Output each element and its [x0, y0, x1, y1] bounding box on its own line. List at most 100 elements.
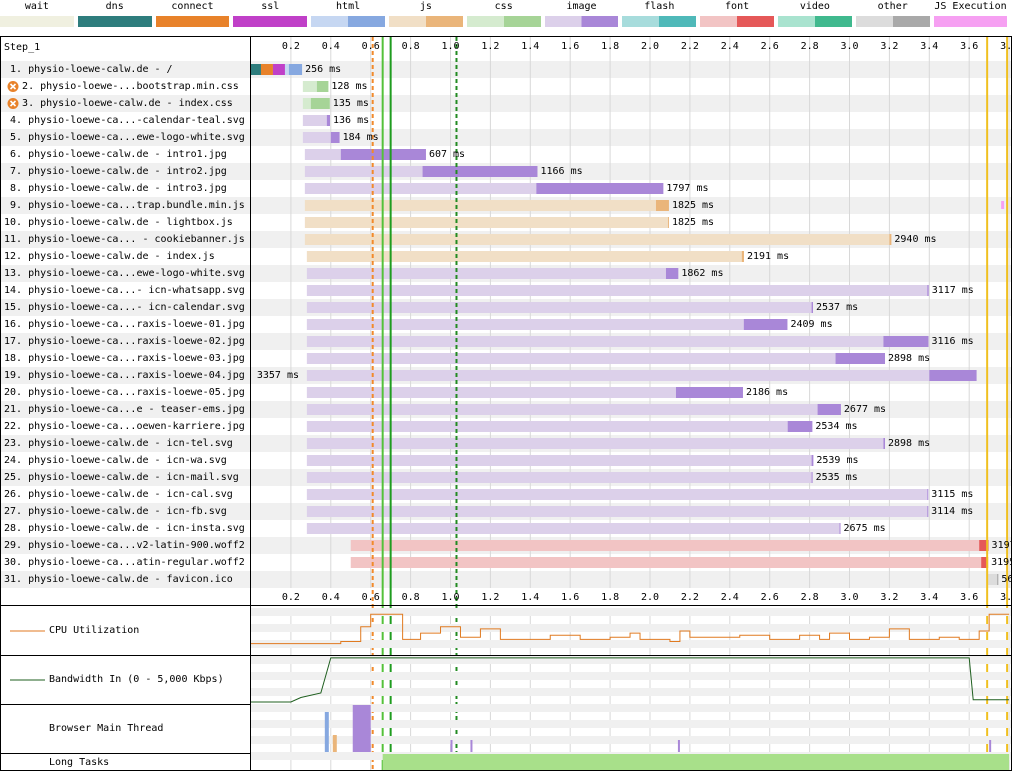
warning-icon-cross: [9, 83, 17, 90]
panel-stripe: [251, 608, 1011, 616]
request-bar-download: [665, 268, 679, 279]
request-label: 10. physio-loewe-calw.de - lightbox.js: [4, 217, 233, 228]
request-bar-download: [839, 523, 841, 534]
main-thread-activity: [450, 740, 453, 752]
x-tick-label-bottom: 1.6: [561, 592, 580, 603]
panel-stripe: [251, 688, 1011, 696]
request-duration: 3115 ms: [931, 489, 974, 500]
request-label: 23. physio-loewe-calw.de - icn-tel.svg: [4, 438, 233, 449]
x-tick-label-bottom: 0.8: [401, 592, 420, 603]
legend-label: video: [799, 1, 830, 12]
long-tasks-label: Long Tasks: [49, 757, 110, 768]
main-thread-activity: [332, 735, 337, 752]
request-bar-download: [811, 472, 813, 483]
request-bar-waiting: [306, 319, 744, 330]
legend-swatch: [933, 16, 1008, 27]
panel-stripe: [251, 704, 1011, 712]
request-bar-download: [422, 166, 538, 177]
request-bar-waiting: [306, 387, 676, 398]
x-tick-label-bottom: 0.6: [361, 592, 380, 603]
x-tick-label-bottom: 3.2: [880, 592, 899, 603]
request-bar-download: [883, 438, 886, 449]
legend-swatch: [389, 16, 463, 27]
x-tick-label-top: 3.4: [920, 41, 939, 52]
legend-item: font: [700, 0, 774, 32]
legend-label: image: [566, 1, 597, 12]
main-thread-activity: [470, 740, 473, 752]
request-duration: 256 ms: [305, 64, 342, 75]
request-bar-waiting: [302, 115, 327, 126]
legend-label: dns: [105, 1, 124, 12]
request-bar-waiting: [306, 523, 840, 534]
request-bar-dns: [251, 64, 261, 75]
x-tick-label-top: 3.0: [840, 41, 859, 52]
x-tick-label-bottom: 1.4: [521, 592, 540, 603]
legend-label: ssl: [261, 1, 280, 12]
legend-swatch: [311, 16, 385, 27]
request-bar-waiting: [302, 132, 331, 143]
request-bar-download: [927, 285, 929, 296]
legend-swatch: [544, 16, 619, 27]
request-bar-waiting: [304, 166, 423, 177]
request-duration: 2534 ms: [815, 421, 858, 432]
panel-stripe: [251, 736, 1011, 744]
request-label: 8. physio-loewe-calw.de - intro3.jpg: [4, 183, 227, 194]
request-bar-waiting: [350, 557, 982, 568]
request-label: 26. physio-loewe-calw.de - icn-cal.svg: [4, 489, 233, 500]
legend-item: video: [778, 0, 852, 32]
request-duration: 136 ms: [333, 115, 370, 126]
request-label: 31. physio-loewe-calw.de - favicon.ico: [4, 574, 233, 585]
legend-label: html: [336, 1, 361, 12]
request-duration: 3195 ms: [991, 557, 1012, 568]
legend-label: flash: [644, 1, 675, 12]
request-bar-download: [667, 217, 669, 228]
request-label: 13. physio-loewe-ca...ewe-logo-white.svg: [4, 268, 245, 279]
request-bar-download: [787, 421, 813, 432]
request-bar-download: [316, 81, 329, 92]
cpu-label: CPU Utilization: [49, 625, 140, 636]
request-label: 3. physio-loewe-calw.de - index.css: [4, 98, 233, 109]
request-bar-download: [536, 183, 664, 194]
request-bar-download: [889, 234, 892, 245]
request-bar-download: [811, 455, 814, 466]
request-label: 6. physio-loewe-calw.de - intro1.jpg: [4, 149, 227, 160]
main-thread-activity: [989, 740, 992, 752]
request-bar-download: [330, 132, 340, 143]
main-thread-activity: [352, 705, 371, 752]
request-duration: 3357 ms: [256, 370, 300, 381]
legend-item: html: [311, 0, 385, 32]
request-bar-waiting: [306, 302, 812, 313]
x-tick-label-bottom: 2.2: [680, 592, 699, 603]
legend-item: ssl: [233, 0, 308, 32]
panel-stripe: [251, 672, 1011, 680]
legend-label: other: [877, 1, 908, 12]
legend-item: image: [544, 0, 619, 32]
request-bar-download: [326, 115, 331, 126]
request-bar-download: [288, 64, 303, 75]
request-label: 4. physio-loewe-ca...-calendar-teal.svg: [4, 115, 245, 126]
request-label: 21. physio-loewe-ca...e - teaser-ems.jpg: [4, 404, 245, 415]
x-tick-label-top: 2.0: [640, 41, 660, 52]
request-bar-waiting: [306, 438, 884, 449]
request-bar-waiting: [304, 200, 656, 211]
request-bar-waiting: [987, 574, 998, 585]
row-stripe: [1, 571, 1011, 588]
legend-label: JS Execution: [934, 1, 1007, 12]
legend-item: css: [466, 0, 541, 32]
request-bar-waiting: [304, 183, 537, 194]
warning-icon-cross: [9, 100, 17, 107]
legend-swatch: [622, 16, 697, 27]
request-bar-download: [741, 251, 744, 262]
row-stripe: [1, 129, 1011, 146]
request-duration: 2537 ms: [815, 302, 859, 313]
request-duration: 184 ms: [342, 132, 379, 143]
x-tick-label-top: 3.8: [1000, 41, 1012, 52]
legend-item: flash: [622, 0, 697, 32]
request-duration: 2535 ms: [815, 472, 858, 483]
request-bar-waiting: [304, 234, 890, 245]
request-duration: 3114 ms: [931, 506, 974, 517]
x-tick-label-top: 1.0: [441, 41, 460, 52]
request-bar-download: [811, 302, 813, 313]
request-label: 25. physio-loewe-calw.de - icn-mail.svg: [4, 472, 239, 483]
request-label: 30. physio-loewe-ca...atin-regular.woff2: [4, 557, 245, 568]
